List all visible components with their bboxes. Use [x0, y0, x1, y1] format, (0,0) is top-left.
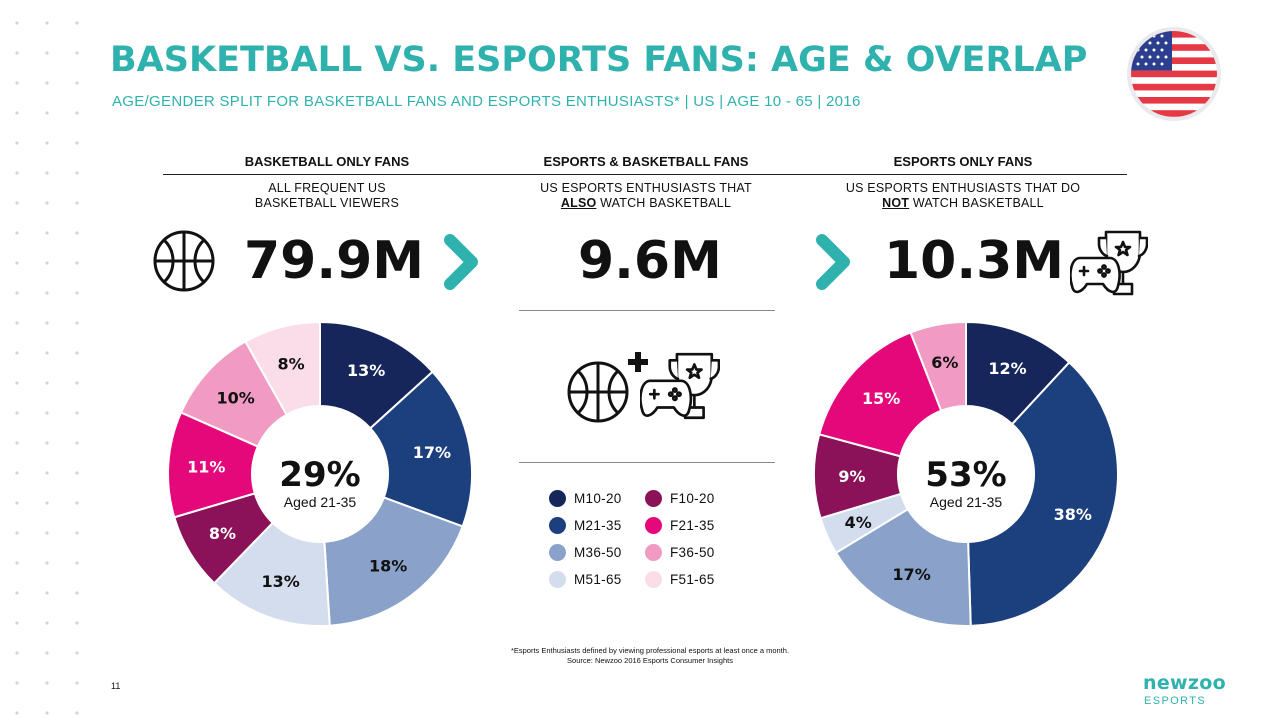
- esports-only-label-m51-65: 4%: [845, 513, 872, 532]
- desc-esports-only: US ESPORTS ENTHUSIASTS THAT DO NOT WATCH…: [799, 181, 1127, 211]
- divider: [519, 462, 775, 463]
- legend-label: F21-35: [670, 518, 715, 533]
- page-subtitle: AGE/GENDER SPLIT FOR BASKETBALL FANS AND…: [112, 93, 861, 110]
- basketball-only-label-m10-20: 13%: [347, 361, 385, 380]
- desc-line: ALSO WATCH BASKETBALL: [482, 196, 810, 211]
- heading-esports-and-basketball: ESPORTS & BASKETBALL FANS: [482, 154, 810, 175]
- desc-line: ALL FREQUENT US: [268, 181, 386, 195]
- desc-rest: WATCH BASKETBALL: [909, 196, 1044, 210]
- desc-line: NOT WATCH BASKETBALL: [799, 196, 1127, 211]
- gamepad-trophy-icon: [640, 352, 720, 420]
- basketball-only-label-f51-65: 8%: [277, 355, 304, 374]
- legend-item-m10-20: M10-20: [549, 490, 622, 507]
- desc-line: US ESPORTS ENTHUSIASTS THAT: [540, 181, 752, 195]
- source-line: Source: Newzoo 2016 Esports Consumer Ins…: [567, 656, 733, 665]
- esports-only-center-label: Aged 21-35: [930, 494, 1003, 510]
- desc-basketball-only: ALL FREQUENT US BASKETBALL VIEWERS: [163, 181, 491, 211]
- legend-label: M36-50: [574, 545, 622, 560]
- basketball-only-slice-m36-50: [323, 496, 464, 627]
- desc-line: BASKETBALL VIEWERS: [254, 196, 400, 210]
- heading-esports-only: ESPORTS ONLY FANS: [799, 154, 1127, 175]
- chevron-right-icon: [816, 234, 850, 290]
- basketball-icon: [567, 361, 629, 423]
- legend-swatch: [549, 571, 566, 588]
- desc-esports-and-basketball: US ESPORTS ENTHUSIASTS THAT ALSO WATCH B…: [482, 181, 810, 211]
- esports-only-label-f36-50: 6%: [931, 353, 958, 372]
- desc-emphasis: ALSO: [560, 196, 597, 210]
- legend-item-m21-35: M21-35: [549, 517, 622, 534]
- esports-only-slice-f36-50: [909, 320, 967, 412]
- legend-label: F36-50: [670, 545, 715, 560]
- legend-item-f10-20: F10-20: [645, 490, 715, 507]
- basketball-only-label-f21-35: 11%: [187, 458, 225, 477]
- esports-only-label-f21-35: 15%: [862, 389, 900, 408]
- desc-rest: WATCH BASKETBALL: [596, 196, 732, 210]
- basketball-only-label-m51-65: 13%: [261, 572, 299, 591]
- page-number: 11: [111, 681, 121, 691]
- basketball-only-slice-m21-35: [368, 370, 473, 528]
- esports-only-slice-m21-35: [967, 361, 1119, 627]
- newzoo-logo: newzoo: [1143, 672, 1226, 694]
- value-basketball-only: 79.9M: [244, 231, 425, 291]
- gamepad-trophy-icon: [1070, 230, 1148, 296]
- chevron-right-icon: [444, 234, 478, 290]
- footnote-line: *Esports Enthusiasts defined by viewing …: [510, 646, 790, 655]
- legend-swatch: [645, 571, 662, 588]
- legend-swatch: [549, 490, 566, 507]
- basketball-only-label-m21-35: 17%: [413, 443, 451, 462]
- legend-swatch: [645, 490, 662, 507]
- legend-swatch: [645, 517, 662, 534]
- esports-only-label-m10-20: 12%: [988, 359, 1026, 378]
- legend-item-f21-35: F21-35: [645, 517, 715, 534]
- legend-swatch: [645, 544, 662, 561]
- basketball-only-center-label: Aged 21-35: [284, 494, 357, 510]
- legend-item-f36-50: F36-50: [645, 544, 715, 561]
- basketball-only-label-m36-50: 18%: [369, 556, 407, 575]
- donut-chart-basketball-only: 13% 17% 18% 13% 8% 11% 10% 8% 29%Aged 21-35: [167, 320, 473, 627]
- esports-only-label-m36-50: 17%: [892, 565, 930, 584]
- plus-icon: [628, 352, 648, 372]
- basketball-icon: [153, 230, 215, 292]
- esports-only-label-m21-35: 38%: [1054, 505, 1092, 524]
- basketball-only-center-percentage: 29%: [279, 455, 360, 495]
- legend-item-f51-65: F51-65: [645, 571, 715, 588]
- desc-emphasis: NOT: [882, 196, 910, 210]
- value-esports-and-basketball: 9.6M: [578, 231, 722, 291]
- legend-swatch: [549, 544, 566, 561]
- divider: [519, 310, 775, 311]
- donut-chart-esports-only: 12% 38% 17% 4% 9% 15% 6% 53%Aged 21-35: [813, 320, 1119, 627]
- basketball-only-label-f36-50: 10%: [216, 388, 254, 407]
- legend-label: M10-20: [574, 491, 622, 506]
- legend-swatch: [549, 517, 566, 534]
- legend-label: M51-65: [574, 572, 622, 587]
- legend-item-m51-65: M51-65: [549, 571, 622, 588]
- esports-only-label-f10-20: 9%: [838, 467, 865, 486]
- legend-item-m36-50: M36-50: [549, 544, 622, 561]
- page-title: BASKETBALL VS. ESPORTS FANS: AGE & OVERL…: [110, 40, 1088, 80]
- legend-label: F10-20: [670, 491, 715, 506]
- esports-only-center-percentage: 53%: [925, 455, 1006, 495]
- legend-label: F51-65: [670, 572, 715, 587]
- desc-line: US ESPORTS ENTHUSIASTS THAT DO: [845, 181, 1081, 195]
- footnote: *Esports Enthusiasts defined by viewing …: [400, 646, 900, 666]
- esports-only-slice-m36-50: [834, 507, 972, 627]
- basketball-only-slice-f51-65: [244, 320, 321, 417]
- heading-basketball-only: BASKETBALL ONLY FANS: [163, 154, 491, 175]
- basketball-only-label-f10-20: 8%: [209, 524, 236, 543]
- newzoo-logo-sub: ESPORTS: [1144, 695, 1207, 707]
- us-flag-icon: [1127, 27, 1221, 121]
- value-esports-only: 10.3M: [884, 231, 1065, 291]
- legend-label: M21-35: [574, 518, 622, 533]
